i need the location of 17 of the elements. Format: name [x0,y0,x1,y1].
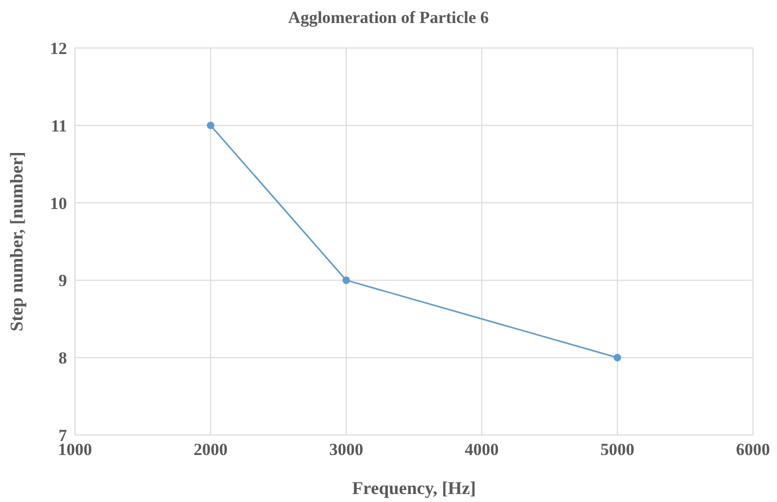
y-tick-label: 9 [58,271,67,290]
x-tick-label: 6000 [736,440,770,460]
x-tick-label: 4000 [464,440,499,460]
x-axis-title: Frequency, [Hz] [352,478,476,498]
x-tick-label: 3000 [329,440,364,460]
y-axis-title: Step number, [number] [6,152,26,332]
x-tick-label: 2000 [194,440,228,460]
y-tick-label: 11 [50,116,67,136]
y-tick-label: 8 [58,348,67,368]
y-tick-label: 12 [50,39,67,58]
x-tick-label: 1000 [58,440,92,460]
x-tick-label: 5000 [600,440,634,460]
chart-title: Agglomeration of Particle 6 [287,8,490,28]
y-tick-label: 10 [50,194,67,213]
point [206,122,214,130]
point [342,276,350,284]
point [614,354,622,362]
